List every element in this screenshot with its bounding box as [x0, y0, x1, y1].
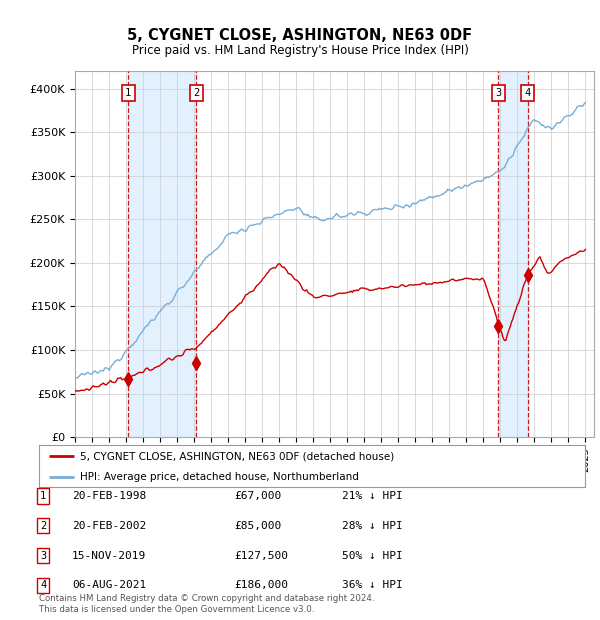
Text: 4: 4 [524, 88, 531, 98]
Text: 21% ↓ HPI: 21% ↓ HPI [342, 491, 403, 501]
Text: 5, CYGNET CLOSE, ASHINGTON, NE63 0DF (detached house): 5, CYGNET CLOSE, ASHINGTON, NE63 0DF (de… [80, 451, 394, 461]
Text: 5, CYGNET CLOSE, ASHINGTON, NE63 0DF: 5, CYGNET CLOSE, ASHINGTON, NE63 0DF [127, 29, 473, 43]
Text: 36% ↓ HPI: 36% ↓ HPI [342, 580, 403, 590]
Text: 2: 2 [193, 88, 199, 98]
Text: Price paid vs. HM Land Registry's House Price Index (HPI): Price paid vs. HM Land Registry's House … [131, 45, 469, 57]
Text: 3: 3 [40, 551, 46, 560]
Text: £127,500: £127,500 [234, 551, 288, 560]
Text: 3: 3 [495, 88, 502, 98]
Text: 20-FEB-2002: 20-FEB-2002 [72, 521, 146, 531]
Text: £186,000: £186,000 [234, 580, 288, 590]
Text: 15-NOV-2019: 15-NOV-2019 [72, 551, 146, 560]
Text: 1: 1 [125, 88, 131, 98]
Text: 28% ↓ HPI: 28% ↓ HPI [342, 521, 403, 531]
Text: £67,000: £67,000 [234, 491, 281, 501]
Text: 1: 1 [40, 491, 46, 501]
Text: HPI: Average price, detached house, Northumberland: HPI: Average price, detached house, Nort… [80, 472, 359, 482]
Bar [499, 71, 527, 437]
Text: 20-FEB-1998: 20-FEB-1998 [72, 491, 146, 501]
Text: 4: 4 [40, 580, 46, 590]
Bar [128, 71, 196, 437]
Text: 06-AUG-2021: 06-AUG-2021 [72, 580, 146, 590]
Text: 2: 2 [40, 521, 46, 531]
Text: Contains HM Land Registry data © Crown copyright and database right 2024.
This d: Contains HM Land Registry data © Crown c… [39, 595, 374, 614]
Text: £85,000: £85,000 [234, 521, 281, 531]
Text: 50% ↓ HPI: 50% ↓ HPI [342, 551, 403, 560]
